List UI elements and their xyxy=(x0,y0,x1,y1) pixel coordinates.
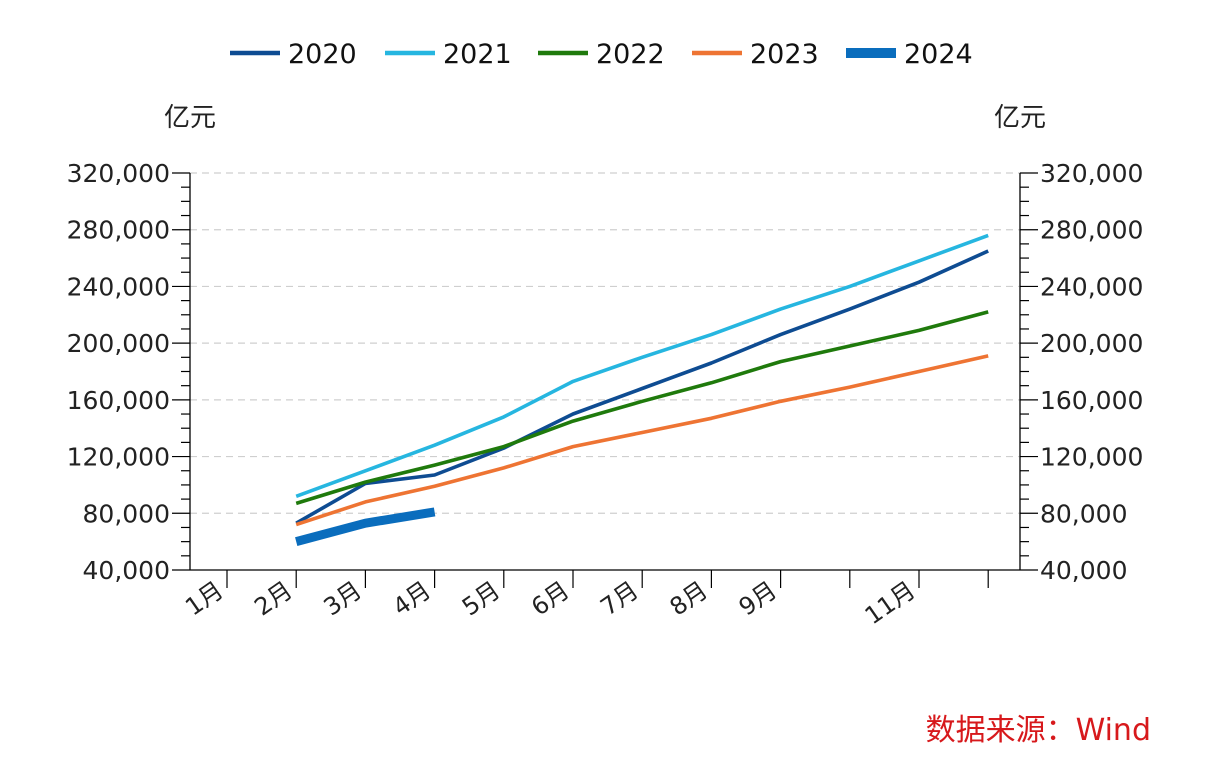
series-line-2021 xyxy=(295,233,989,498)
y-axis-label-right: 亿元 xyxy=(994,103,1046,133)
y-tick-label-right: 120,000 xyxy=(1040,443,1143,472)
y-tick-label-left: 320,000 xyxy=(67,159,170,188)
x-tick-label: 11月 xyxy=(860,576,921,630)
y-tick-label-right: 280,000 xyxy=(1040,216,1143,245)
series-line-2020 xyxy=(295,249,989,525)
series-lines xyxy=(295,233,989,546)
legend-label-2022: 2022 xyxy=(596,39,665,70)
x-tick-label: 4月 xyxy=(388,576,436,621)
y-tick-label-right: 240,000 xyxy=(1040,272,1143,301)
x-tick-label: 8月 xyxy=(665,576,713,621)
y-tick-label-right: 40,000 xyxy=(1040,556,1127,585)
legend: 2020 2021 2022 2023 2024 xyxy=(230,39,973,70)
x-tick-label: 1月 xyxy=(180,576,228,621)
series-line-2023 xyxy=(295,354,989,527)
x-tick-label: 6月 xyxy=(526,576,574,621)
y-tick-label-left: 280,000 xyxy=(67,216,170,245)
y-tick-label-right: 80,000 xyxy=(1040,499,1127,528)
x-tick-label: 7月 xyxy=(595,576,643,621)
legend-label-2021: 2021 xyxy=(443,39,512,70)
x-tick-label: 3月 xyxy=(319,576,367,621)
y-tick-label-left: 240,000 xyxy=(67,272,170,301)
y-tick-label-right: 200,000 xyxy=(1040,329,1143,358)
y-tick-label-left: 160,000 xyxy=(67,386,170,415)
x-tick-label: 2月 xyxy=(249,576,297,621)
y-tick-label-left: 40,000 xyxy=(83,556,170,585)
y-tick-label-right: 320,000 xyxy=(1040,159,1143,188)
source-note: 数据来源：Wind xyxy=(925,713,1151,748)
legend-label-2024: 2024 xyxy=(904,39,973,70)
legend-label-2023: 2023 xyxy=(750,39,819,70)
y-tick-label-left: 200,000 xyxy=(67,329,170,358)
x-tick-label: 9月 xyxy=(734,576,782,621)
x-tick-label: 5月 xyxy=(457,576,505,621)
y-tick-label-left: 80,000 xyxy=(83,499,170,528)
gridlines xyxy=(190,172,1020,514)
series-line-2022 xyxy=(295,310,989,506)
y-tick-label-right: 160,000 xyxy=(1040,386,1143,415)
y-tick-label-left: 120,000 xyxy=(67,443,170,472)
y-axis-label-left: 亿元 xyxy=(164,103,216,133)
series-line-2024 xyxy=(295,507,436,546)
legend-label-2020: 2020 xyxy=(288,39,357,70)
